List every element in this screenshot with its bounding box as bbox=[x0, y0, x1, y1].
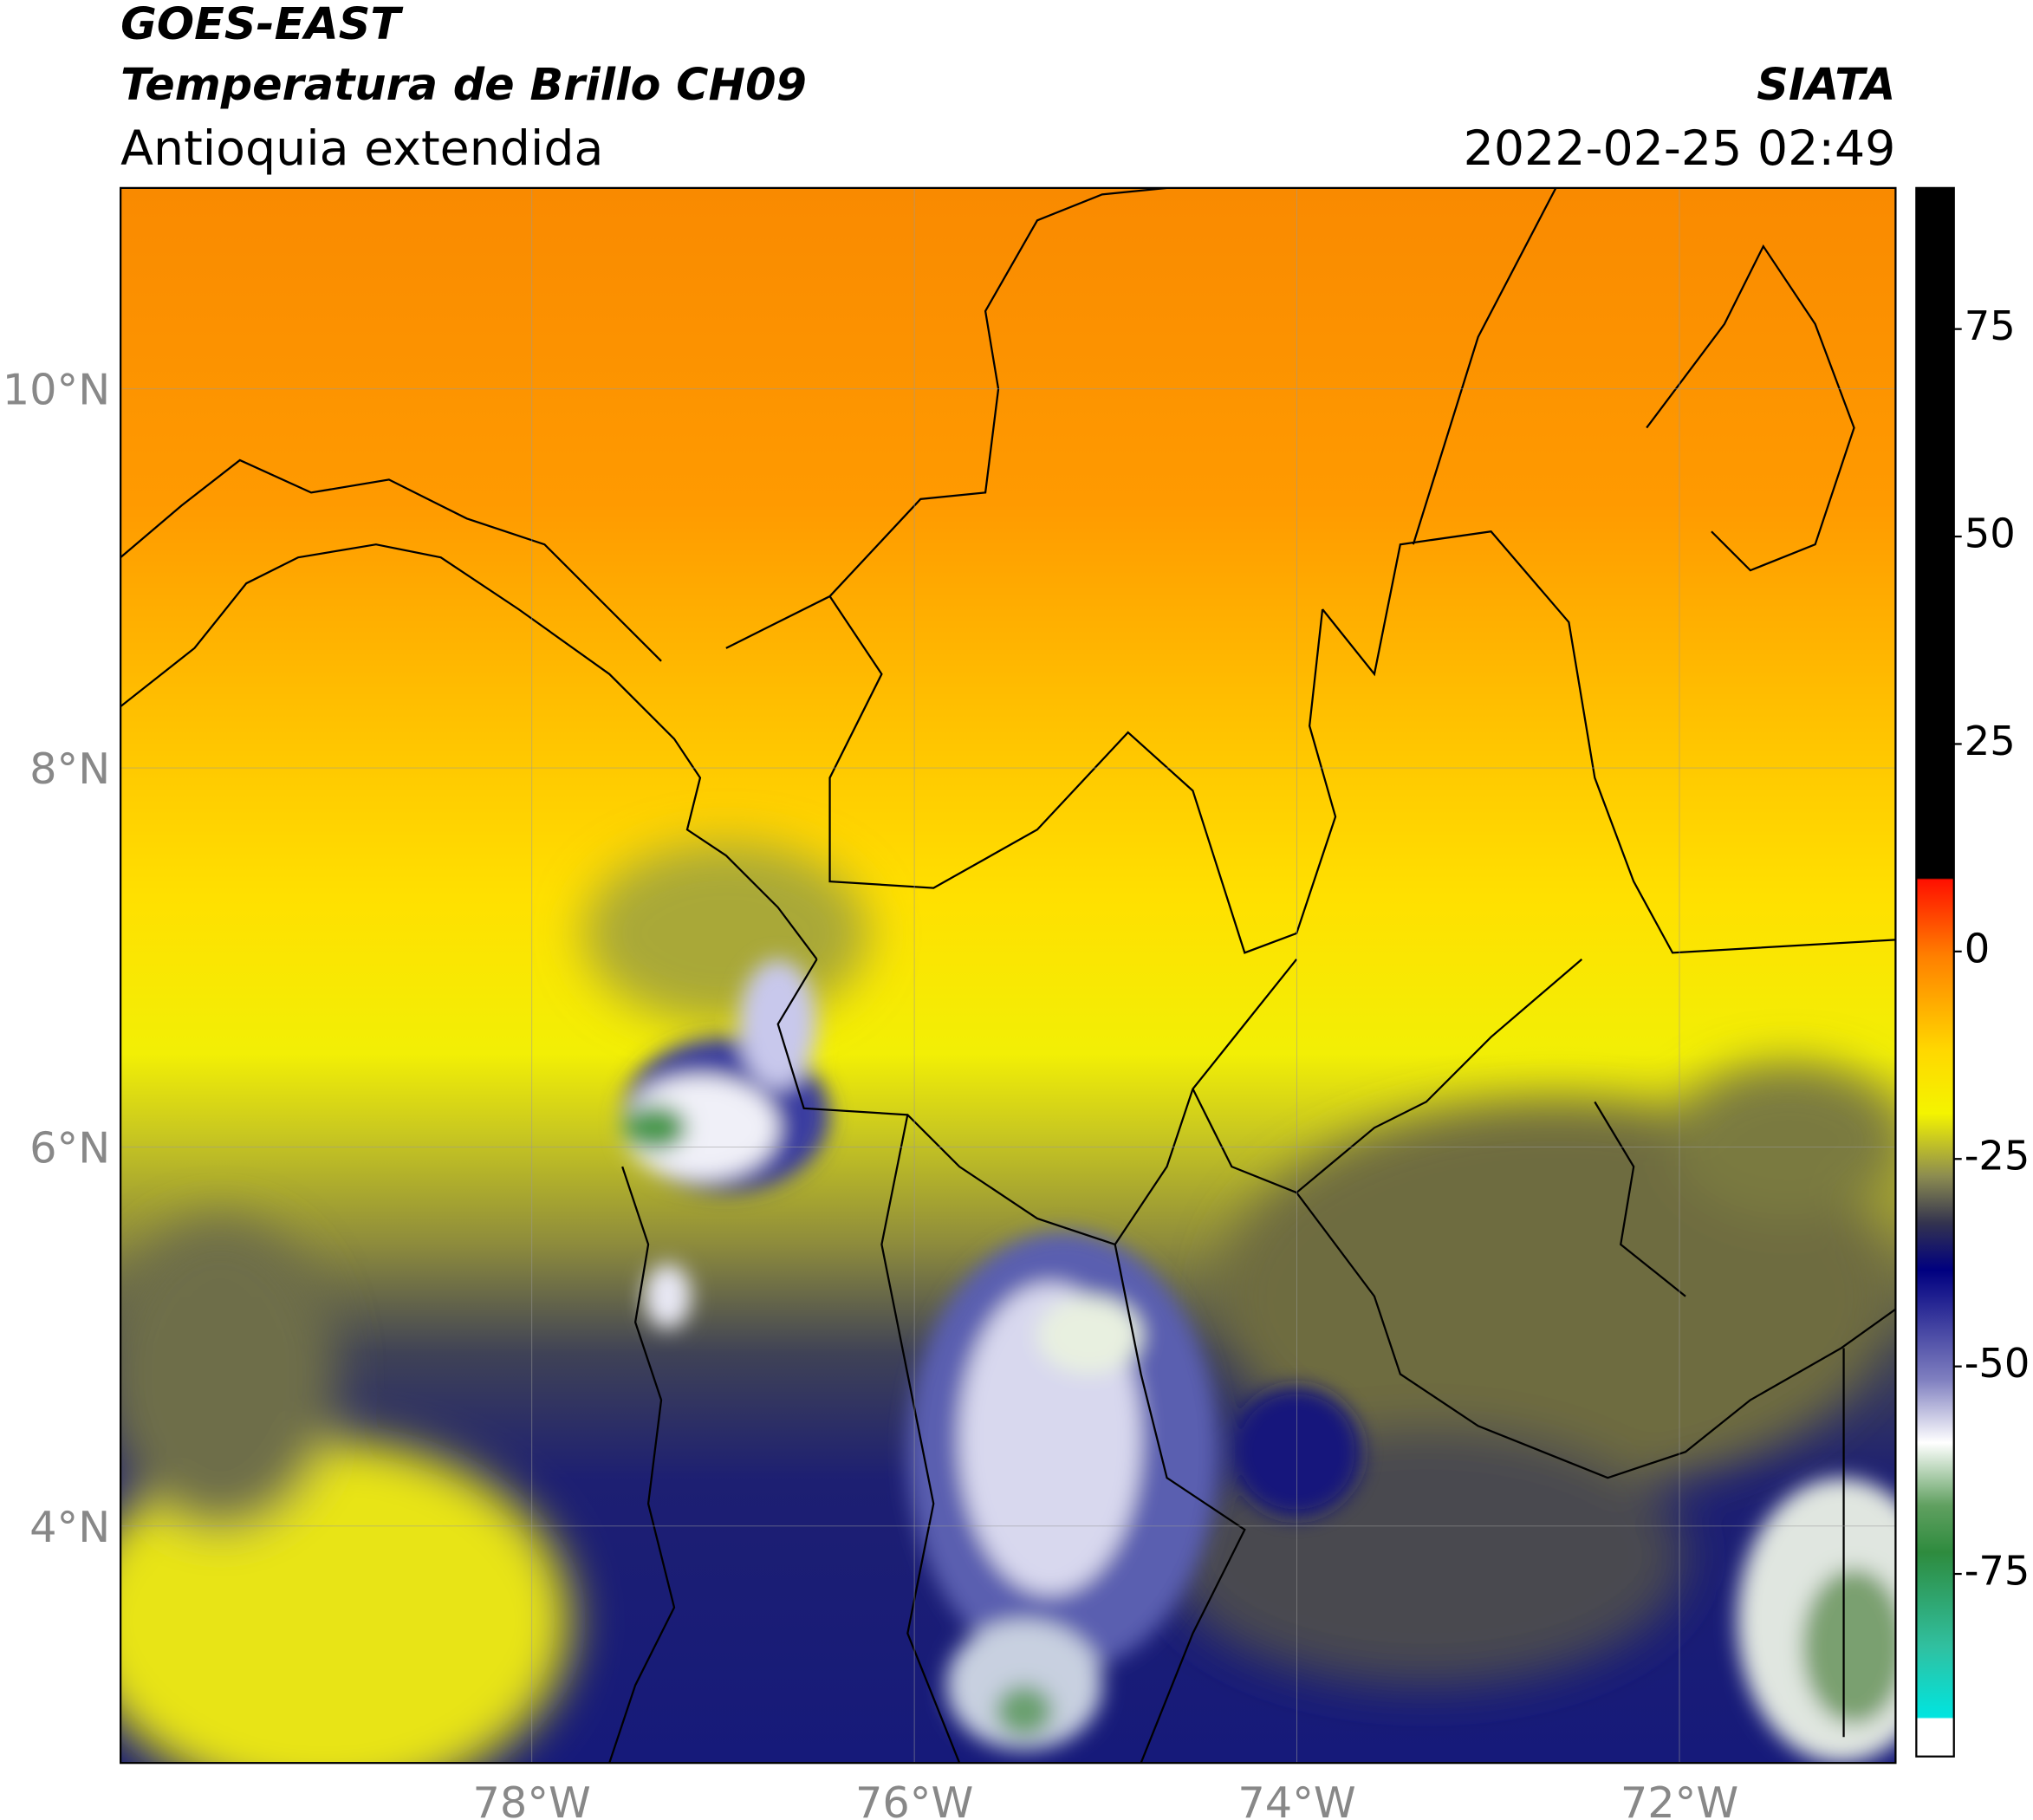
grid bbox=[120, 187, 1896, 1764]
x-tick-label: 76°W bbox=[855, 1778, 973, 1820]
coastlines bbox=[120, 187, 1896, 1764]
colorbar-tick-label: -75 bbox=[1965, 1548, 2030, 1595]
region: Antioquia extendida bbox=[120, 121, 603, 177]
colorbar-tick-label: 0 bbox=[1965, 925, 1991, 972]
y-tick-label: 8°N bbox=[29, 744, 110, 794]
colorbar-tick-label: 25 bbox=[1965, 718, 2016, 764]
colorbar-tick-label: 75 bbox=[1965, 302, 2016, 349]
x-tick-label: 78°W bbox=[473, 1778, 591, 1820]
y-tick-label: 6°N bbox=[29, 1122, 110, 1173]
colorbar-tick-label: -50 bbox=[1965, 1340, 2030, 1387]
colorbar-tick-label: -25 bbox=[1965, 1133, 2030, 1180]
title: GOES-EAST bbox=[120, 0, 404, 49]
y-tick-label: 4°N bbox=[29, 1502, 110, 1552]
colorbar-tick-label: 50 bbox=[1965, 510, 2016, 557]
x-tick-label: 74°W bbox=[1237, 1778, 1355, 1820]
map-frame bbox=[120, 186, 1897, 1765]
x-tick-label: 72°W bbox=[1621, 1778, 1738, 1820]
subtitle: Temperatura de Brillo CH09 bbox=[120, 59, 807, 110]
timestamp: 2022-02-25 02:49 bbox=[1464, 121, 1896, 177]
imagery bbox=[120, 187, 1896, 1764]
y-tick-label: 10°N bbox=[3, 365, 110, 415]
source: SIATA bbox=[1757, 59, 1895, 110]
colorbar bbox=[1915, 186, 1955, 1758]
